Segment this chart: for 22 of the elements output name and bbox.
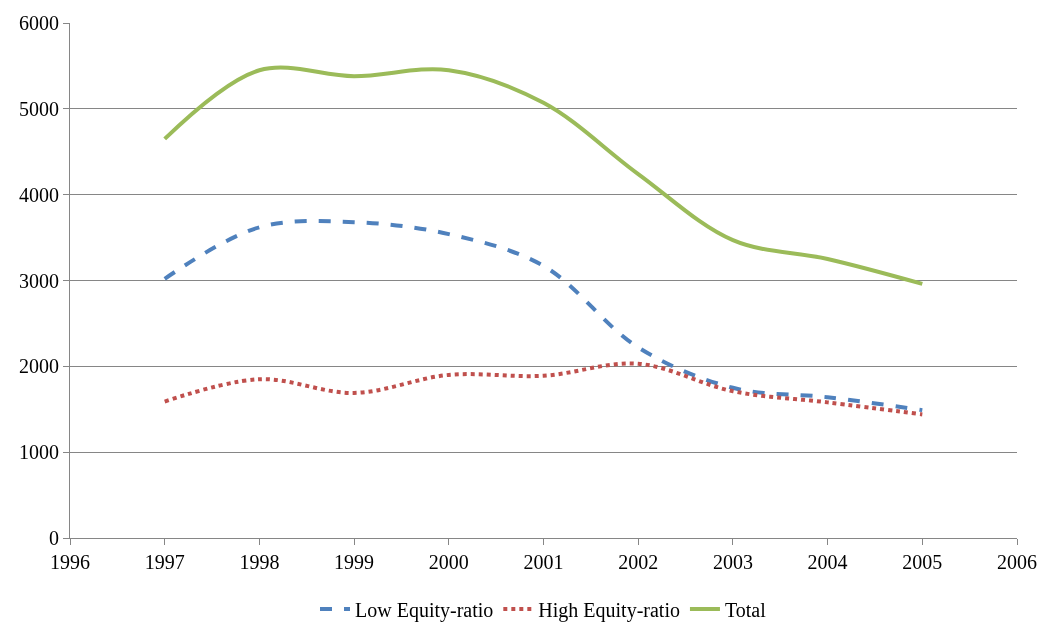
x-tick-label: 2005 (902, 551, 943, 573)
x-tick-label: 1999 (334, 551, 375, 573)
legend-label: Total (724, 598, 767, 621)
x-tick-label: 2001 (523, 551, 564, 573)
y-tick-label: 1000 (19, 441, 59, 464)
x-tick-label: 1998 (239, 551, 280, 573)
x-tick-label: 2000 (428, 551, 469, 573)
y-tick-label: 2000 (19, 355, 59, 378)
x-tick-label: 2006 (997, 551, 1037, 573)
x-tick-label: 1996 (50, 551, 90, 573)
x-tick-label: 2002 (618, 551, 659, 573)
y-tick-label: 3000 (19, 269, 59, 292)
x-tick-label: 2003 (712, 551, 753, 573)
x-tick-label: 1997 (144, 551, 185, 573)
legend-label: High Equity-ratio (538, 598, 680, 622)
y-tick-label: 0 (49, 527, 59, 549)
x-tick-label: 2004 (807, 551, 848, 573)
y-tick-label: 6000 (19, 12, 59, 34)
y-tick-label: 5000 (19, 97, 59, 120)
y-tick-label: 4000 (19, 183, 59, 206)
line-series (162, 361, 925, 417)
legend-label: Low Equity-ratio (355, 598, 494, 622)
